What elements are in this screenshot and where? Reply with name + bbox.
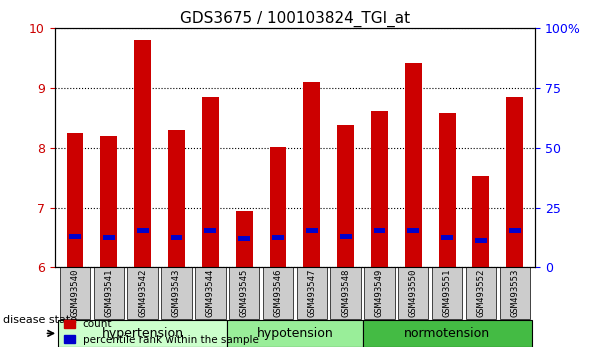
- Text: GSM493540: GSM493540: [71, 269, 80, 318]
- Bar: [441, 235, 453, 240]
- Bar: [236, 211, 252, 267]
- FancyBboxPatch shape: [161, 267, 192, 319]
- Text: GSM493542: GSM493542: [138, 269, 147, 318]
- Bar: [306, 228, 318, 233]
- Bar: [171, 235, 182, 240]
- Text: GSM493546: GSM493546: [274, 269, 283, 318]
- Bar: [204, 228, 216, 233]
- Text: GSM493547: GSM493547: [307, 269, 316, 318]
- Legend: count, percentile rank within the sample: count, percentile rank within the sample: [60, 315, 263, 349]
- FancyBboxPatch shape: [432, 267, 462, 319]
- Title: GDS3675 / 100103824_TGI_at: GDS3675 / 100103824_TGI_at: [180, 11, 410, 27]
- Text: disease state: disease state: [3, 315, 77, 325]
- Bar: [269, 147, 286, 267]
- Text: GSM493548: GSM493548: [341, 269, 350, 318]
- Bar: [405, 63, 422, 267]
- FancyBboxPatch shape: [60, 267, 90, 319]
- Bar: [238, 236, 250, 241]
- Bar: [340, 234, 351, 239]
- Text: hypotension: hypotension: [257, 327, 333, 340]
- FancyBboxPatch shape: [195, 267, 226, 319]
- FancyBboxPatch shape: [229, 267, 260, 319]
- Bar: [137, 228, 148, 233]
- Text: GSM493541: GSM493541: [105, 269, 113, 318]
- FancyBboxPatch shape: [227, 320, 362, 347]
- Bar: [407, 228, 419, 233]
- FancyBboxPatch shape: [263, 267, 293, 319]
- Bar: [472, 176, 489, 267]
- Text: GSM493544: GSM493544: [206, 269, 215, 318]
- Bar: [303, 82, 320, 267]
- Bar: [506, 97, 523, 267]
- FancyBboxPatch shape: [330, 267, 361, 319]
- FancyBboxPatch shape: [128, 267, 158, 319]
- Text: GSM493552: GSM493552: [477, 269, 485, 318]
- Bar: [509, 228, 520, 233]
- Text: GSM493550: GSM493550: [409, 269, 418, 318]
- Bar: [66, 133, 83, 267]
- Bar: [168, 130, 185, 267]
- FancyBboxPatch shape: [58, 320, 227, 347]
- FancyBboxPatch shape: [94, 267, 124, 319]
- Bar: [438, 113, 455, 267]
- Bar: [134, 40, 151, 267]
- Bar: [69, 234, 81, 239]
- Bar: [100, 136, 117, 267]
- FancyBboxPatch shape: [362, 320, 531, 347]
- Text: GSM493553: GSM493553: [510, 269, 519, 318]
- Bar: [373, 228, 385, 233]
- Bar: [272, 235, 284, 240]
- Text: GSM493549: GSM493549: [375, 269, 384, 318]
- Bar: [371, 111, 388, 267]
- FancyBboxPatch shape: [466, 267, 496, 319]
- Bar: [103, 235, 115, 240]
- Text: normotension: normotension: [404, 327, 490, 340]
- FancyBboxPatch shape: [364, 267, 395, 319]
- Text: GSM493551: GSM493551: [443, 269, 452, 318]
- Text: GSM493545: GSM493545: [240, 269, 249, 318]
- FancyBboxPatch shape: [297, 267, 327, 319]
- Text: GSM493543: GSM493543: [172, 269, 181, 318]
- Text: hypertension: hypertension: [102, 327, 184, 340]
- FancyBboxPatch shape: [398, 267, 429, 319]
- FancyBboxPatch shape: [500, 267, 530, 319]
- Bar: [337, 125, 354, 267]
- Bar: [202, 97, 219, 267]
- Bar: [475, 238, 487, 243]
